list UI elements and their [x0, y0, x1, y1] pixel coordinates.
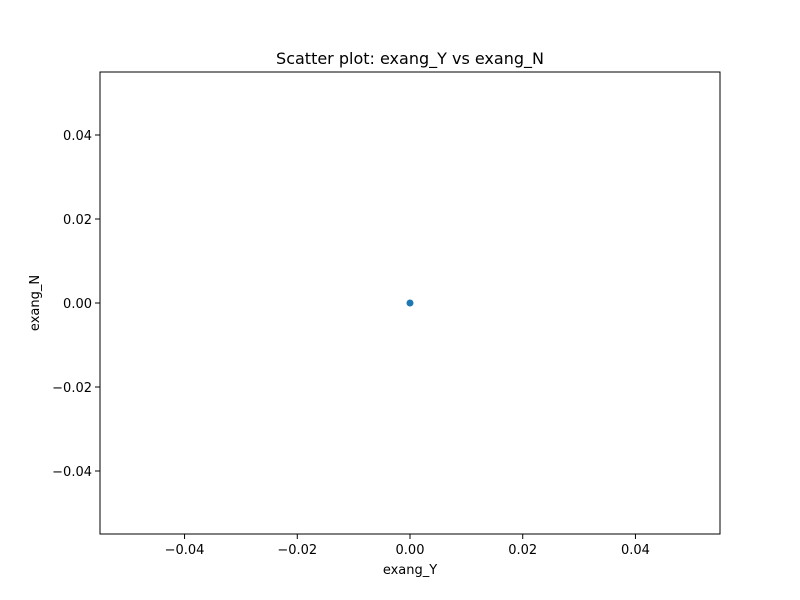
x-tick-label: 0.00: [396, 543, 425, 558]
x-tick-label: 0.02: [508, 543, 537, 558]
chart-title: Scatter plot: exang_Y vs exang_N: [276, 49, 544, 69]
x-tick-label: −0.04: [165, 543, 205, 558]
plot-frame: [99, 71, 721, 535]
y-tick-label: −0.04: [52, 465, 92, 480]
y-tick-label: 0.02: [63, 213, 92, 228]
scatter-points: [406, 299, 414, 307]
x-axis-ticks: −0.04 −0.02 0.00 0.02 0.04: [165, 534, 650, 558]
y-tick-label: 0.00: [63, 297, 92, 312]
x-axis-label: exang_Y: [383, 563, 437, 578]
y-axis-ticks: −0.04 −0.02 0.00 0.02 0.04: [52, 129, 100, 480]
y-tick-label: 0.04: [63, 129, 92, 144]
x-tick-label: 0.04: [621, 543, 650, 558]
x-tick-label: −0.02: [277, 543, 317, 558]
y-axis-label: exang_N: [28, 275, 43, 331]
scatter-point: [406, 299, 414, 307]
y-tick-label: −0.02: [52, 381, 92, 396]
